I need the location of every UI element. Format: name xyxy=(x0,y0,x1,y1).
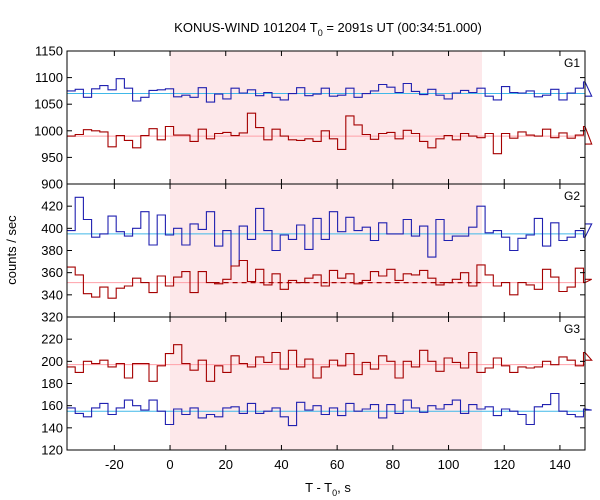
tick-layer: G19009501000105011001150G232034036038040… xyxy=(34,44,585,472)
g2-y-tick-label: 420 xyxy=(41,199,63,214)
x-tick-label: 0 xyxy=(166,457,173,472)
g1-y-tick-label: 1100 xyxy=(35,70,63,85)
g2-y-tick-label: 380 xyxy=(41,243,63,258)
g2-red-series xyxy=(67,259,592,299)
g2-y-tick-label: 400 xyxy=(41,221,63,236)
y-axis-label: counts / sec xyxy=(4,215,19,285)
g1-y-tick-label: 1050 xyxy=(34,97,63,112)
g3-red-series xyxy=(67,344,593,382)
g3-y-tick-label: 220 xyxy=(41,332,63,347)
g2-y-tick-label: 360 xyxy=(41,265,63,280)
x-tick-label: 120 xyxy=(493,457,515,472)
shaded-interval xyxy=(170,51,482,450)
x-tick-label: 80 xyxy=(386,457,400,472)
g1-y-tick-label: 900 xyxy=(41,177,63,192)
g3-y-tick-label: 120 xyxy=(41,443,63,458)
chart-title: KONUS-WIND 101204 T0 = 2091s UT (00:34:5… xyxy=(174,20,482,38)
data-layer xyxy=(67,78,593,427)
x-tick-label: 40 xyxy=(274,457,288,472)
g1-y-tick-label: 1150 xyxy=(35,44,63,59)
g3-blue-series xyxy=(67,392,592,427)
g1-y-tick-label: 1000 xyxy=(34,123,63,138)
g3-y-tick-label: 200 xyxy=(41,354,63,369)
x-tick-label: 20 xyxy=(219,457,233,472)
g3-y-tick-label: 160 xyxy=(41,398,63,413)
x-axis-label: T - T0, s xyxy=(305,480,351,498)
g3-y-tick-label: 180 xyxy=(41,376,63,391)
g2-panel-label: G2 xyxy=(564,189,580,203)
x-tick-label: 100 xyxy=(438,457,460,472)
g1-blue-series xyxy=(67,78,593,103)
g3-panel-label: G3 xyxy=(564,322,580,336)
g2-y-tick-label: 320 xyxy=(41,310,63,325)
g1-y-tick-label: 950 xyxy=(41,150,63,165)
x-tick-label: 60 xyxy=(330,457,344,472)
g2-blue-series xyxy=(67,196,593,267)
g2-y-tick-label: 340 xyxy=(41,287,63,302)
x-tick-label: 140 xyxy=(549,457,571,472)
g1-red-series xyxy=(67,112,593,155)
x-tick-label: -20 xyxy=(105,457,124,472)
g1-panel-label: G1 xyxy=(564,56,580,70)
g3-y-tick-label: 140 xyxy=(41,420,63,435)
